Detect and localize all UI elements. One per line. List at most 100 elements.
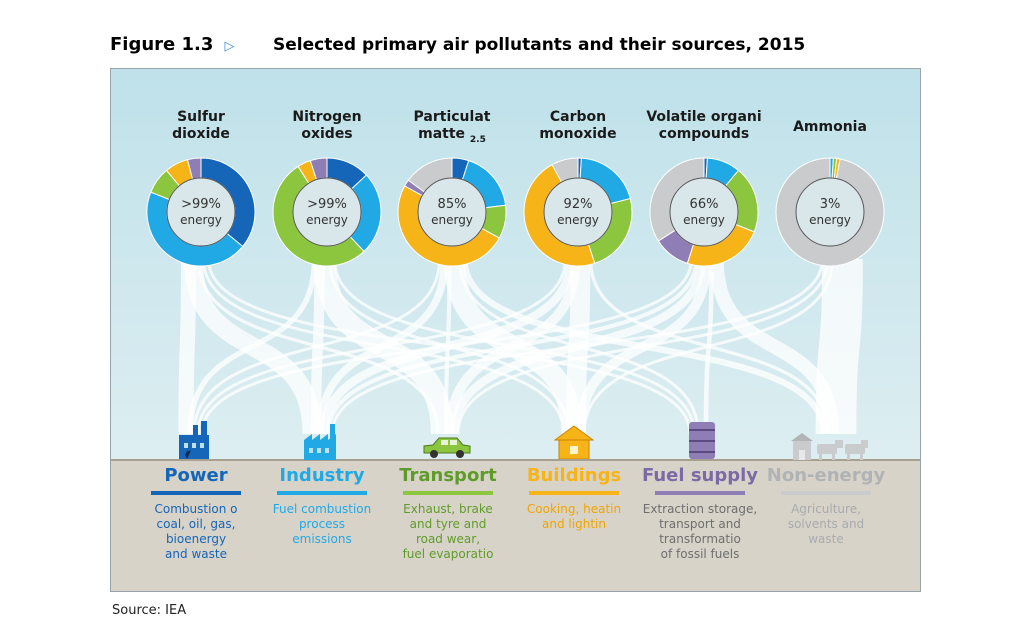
sector-description: Agriculture, solvents and waste xyxy=(751,502,901,547)
donut-volatile-organic-compounds: 66% energy xyxy=(649,157,759,267)
flow-ribbon xyxy=(187,258,318,435)
donut-percent-label: energy xyxy=(809,213,851,227)
sector-name: Non-energy xyxy=(766,465,886,486)
diagram-panel: Sulfur dioxide Nitrogen oxides Particula… xyxy=(110,68,921,592)
sector-underline xyxy=(529,491,619,495)
sector-desc-line: bioenergy xyxy=(165,532,227,546)
donut-percent-label: energy xyxy=(306,213,348,227)
pollutant-name-line2: oxides xyxy=(301,126,353,142)
donut-percent-label: energy xyxy=(557,213,599,227)
pollutant-name-line1: Nitrogen xyxy=(292,109,362,125)
donut-center xyxy=(417,177,487,247)
pollutant-label-ammonia: Ammonia xyxy=(765,119,895,136)
flow-ribbon xyxy=(178,258,197,435)
sector-fuel-supply: Fuel supply Extraction storage, transpor… xyxy=(625,465,775,562)
car-icon xyxy=(423,437,471,458)
pollutant-name: Ammonia xyxy=(793,119,867,135)
figure-arrow-icon: ▷ xyxy=(224,39,235,54)
sector-description: Fuel combustion process emissions xyxy=(247,502,397,547)
donut-center xyxy=(166,177,236,247)
pollutant-name-line2: dioxide xyxy=(172,126,230,142)
pollutant-label-carbon-monoxide: Carbon monoxide xyxy=(513,109,643,143)
sector-name: Transport xyxy=(399,465,497,486)
donut-percent: 3% xyxy=(820,197,841,212)
figure-title: Selected primary air pollutants and thei… xyxy=(273,35,806,55)
flow-ribbon xyxy=(196,258,567,435)
sector-desc-line: solvents and xyxy=(787,517,865,531)
sector-name: Industry xyxy=(279,465,365,486)
donut-percent: >99% xyxy=(181,197,221,212)
ground-strip xyxy=(111,459,920,591)
sector-description: Extraction storage, transport and transf… xyxy=(625,502,775,562)
donut-nitrogen-oxides: >99% energy xyxy=(272,157,382,267)
sector-description: Cooking, heatin and lightin xyxy=(499,502,649,532)
donut-percent-label: energy xyxy=(431,213,473,227)
donut-particulate-matter: 85% energy xyxy=(397,157,507,267)
sector-industry: Industry Fuel combustion process emissio… xyxy=(247,465,397,547)
donut-percent: 92% xyxy=(564,197,593,212)
donut-center xyxy=(543,177,613,247)
flow-ribbon xyxy=(582,258,834,435)
donut-center xyxy=(292,177,362,247)
sector-desc-line: Extraction storage, xyxy=(642,502,758,516)
donut-percent-label: energy xyxy=(683,213,725,227)
pollutant-label-sulfur-dioxide: Sulfur dioxide xyxy=(136,109,266,143)
donut-center xyxy=(669,177,739,247)
source-note: Source: IEA xyxy=(112,603,187,618)
sector-desc-line: Fuel combustion xyxy=(272,502,372,516)
sector-desc-line: and tyre and xyxy=(409,517,487,531)
flow-ribbon xyxy=(815,258,863,435)
pollutant-label-volatile-organic-compounds: Volatile organi compounds xyxy=(639,109,769,143)
sector-desc-line: process xyxy=(298,517,346,531)
industry-factory-icon xyxy=(304,424,336,460)
factory-icon xyxy=(179,421,209,459)
pollutant-subscript: 2.5 xyxy=(469,134,486,145)
sector-desc-line: Agriculture, xyxy=(791,502,861,516)
pollutant-label-particulate-matter: Particulat matte 2.5 xyxy=(387,109,517,149)
donut-sulfur-dioxide: >99% energy xyxy=(146,157,256,267)
sector-desc-line: Exhaust, brake xyxy=(403,502,493,516)
pollutant-name-line1: Volatile organi xyxy=(646,109,762,125)
flow-ribbon xyxy=(200,258,693,435)
sector-desc-line: Cooking, heatin xyxy=(526,502,622,516)
pollutant-name-line2: matte xyxy=(418,126,466,142)
flow-ribbons xyxy=(178,258,863,435)
donut-ammonia: 3% energy xyxy=(775,157,885,267)
sector-desc-line: fuel evaporatio xyxy=(402,547,494,561)
sector-description: Combustion o coal, oil, gas, bioenergy a… xyxy=(121,502,271,562)
sector-desc-line: emissions xyxy=(292,532,352,546)
sector-desc-line: waste xyxy=(808,532,844,546)
pollutant-name-line2: monoxide xyxy=(539,126,617,142)
sector-underline xyxy=(403,491,493,495)
sector-desc-line: road wear, xyxy=(415,532,481,546)
sector-underline xyxy=(151,491,241,495)
sector-description: Exhaust, brake and tyre and road wear, f… xyxy=(373,502,523,562)
farm-icon xyxy=(791,433,868,460)
pollutant-name-line1: Sulfur xyxy=(177,109,225,125)
donut-percent: 85% xyxy=(438,197,467,212)
sector-desc-line: of fossil fuels xyxy=(660,547,740,561)
sector-underline xyxy=(277,491,367,495)
oil-barrel-icon xyxy=(689,422,715,459)
sector-name: Buildings xyxy=(526,465,622,486)
sector-desc-line: Combustion o xyxy=(154,502,238,516)
sector-name: Power xyxy=(164,465,228,486)
sector-desc-line: transport and xyxy=(659,517,741,531)
sector-power: Power Combustion o coal, oil, gas, bioen… xyxy=(121,465,271,562)
donut-carbon-monoxide: 92% energy xyxy=(523,157,633,267)
donut-segments xyxy=(649,157,759,267)
flow-ribbon xyxy=(456,258,829,435)
pollutant-name-line1: Carbon xyxy=(549,109,607,125)
sector-desc-line: transformatio xyxy=(659,532,741,546)
sector-name: Fuel supply xyxy=(641,465,759,486)
donut-percent-label: energy xyxy=(180,213,222,227)
donut-percent: >99% xyxy=(307,197,347,212)
flow-ribbon xyxy=(325,258,699,435)
sector-transport: Transport Exhaust, brake and tyre and ro… xyxy=(373,465,523,562)
figure-header: Figure 1.3 ▷ Selected primary air pollut… xyxy=(110,34,805,58)
donut-segments xyxy=(523,157,633,267)
pollutant-name-line2: compounds xyxy=(658,126,750,142)
donut-percent: 66% xyxy=(690,197,719,212)
donut-center xyxy=(795,177,865,247)
figure-label: Figure 1.3 xyxy=(110,34,214,55)
